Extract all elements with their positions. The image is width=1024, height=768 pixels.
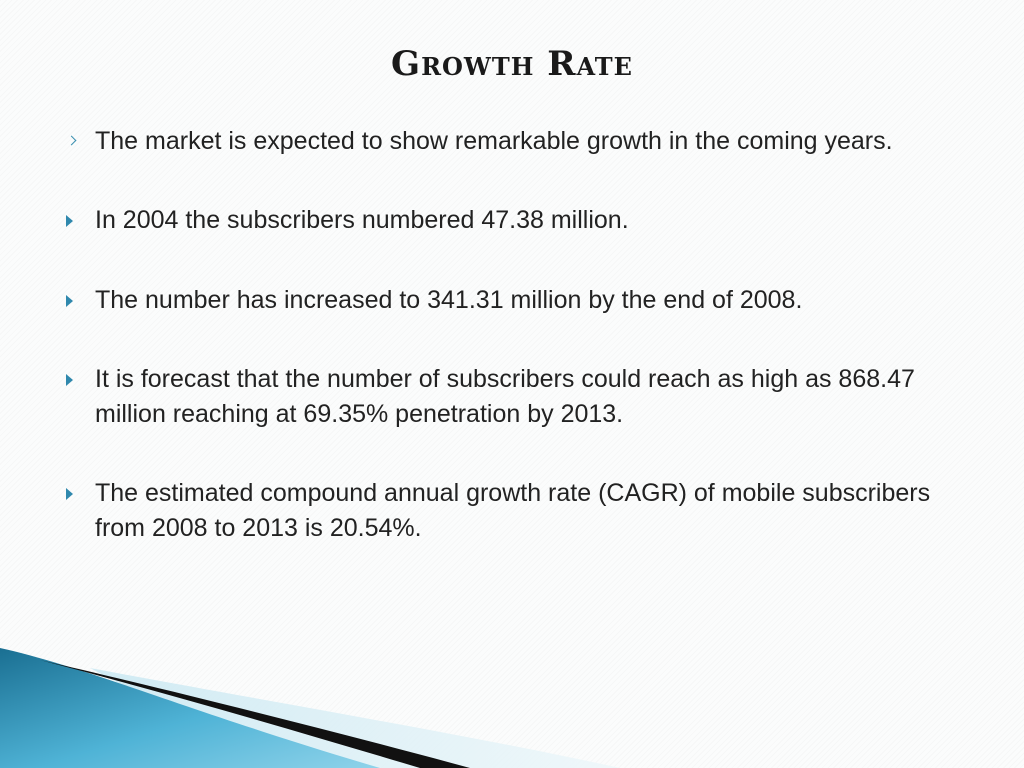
black-swoosh-band xyxy=(40,660,470,768)
bullet-text: It is forecast that the number of subscr… xyxy=(95,365,915,428)
chevron-bullet-icon xyxy=(66,135,77,146)
triangle-bullet-icon xyxy=(66,215,73,227)
blue-wave-band xyxy=(0,648,380,768)
bullet-item: The market is expected to show remarkabl… xyxy=(64,124,964,159)
bullet-text: In 2004 the subscribers numbered 47.38 m… xyxy=(95,206,629,234)
bullet-item: In 2004 the subscribers numbered 47.38 m… xyxy=(64,203,964,238)
bullet-item: The number has increased to 341.31 milli… xyxy=(64,283,964,318)
triangle-bullet-icon xyxy=(66,374,73,386)
bullet-item: The estimated compound annual growth rat… xyxy=(64,476,964,546)
triangle-bullet-icon xyxy=(66,295,73,307)
bullet-text: The market is expected to show remarkabl… xyxy=(95,127,893,155)
triangle-bullet-icon xyxy=(66,488,73,500)
slide-title: Growth Rate xyxy=(391,44,633,84)
bullet-text: The estimated compound annual growth rat… xyxy=(95,479,931,542)
bullet-item: It is forecast that the number of subscr… xyxy=(64,362,964,432)
bullet-list: The market is expected to show remarkabl… xyxy=(64,124,964,546)
light-wave-band xyxy=(90,668,620,768)
bullet-text: The number has increased to 341.31 milli… xyxy=(95,286,803,314)
